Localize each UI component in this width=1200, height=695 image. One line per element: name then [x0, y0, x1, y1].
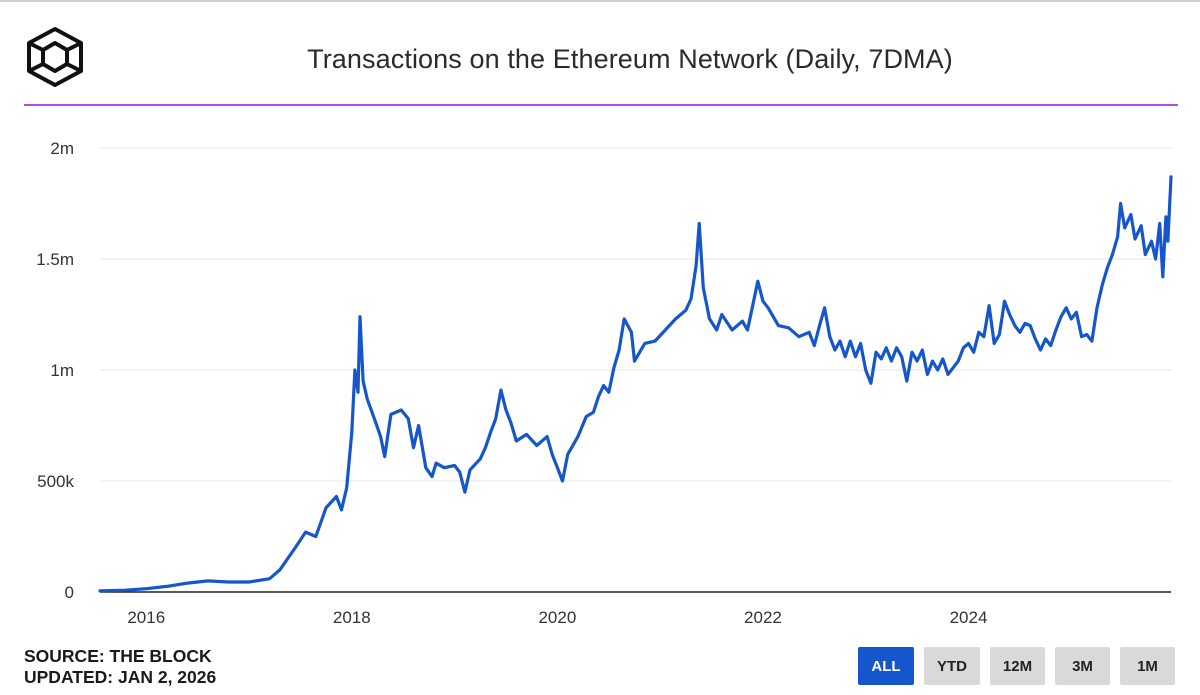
x-tick-label: 2020: [538, 608, 576, 627]
x-tick-label: 2022: [744, 608, 782, 627]
line-chart: 0 500k 1m 1.5m 2m 2016 2018 2020 2022 2024: [36, 139, 1173, 627]
x-tick-label: 2018: [333, 608, 371, 627]
chart-footer: SOURCE: THE BLOCK UPDATED: JAN 2, 2026: [24, 646, 216, 688]
range-selector: ALL YTD 12M 3M 1M: [858, 647, 1175, 685]
y-tick-label: 0: [65, 583, 74, 602]
y-tick-label: 500k: [37, 472, 74, 491]
y-tick-label: 1m: [50, 361, 74, 380]
updated-label: UPDATED: JAN 2, 2026: [24, 667, 217, 687]
the-block-cube-logo: [27, 27, 83, 87]
x-tick-label: 2016: [127, 608, 165, 627]
chart-title: Transactions on the Ethereum Network (Da…: [307, 44, 953, 74]
range-12m-button[interactable]: 12M: [990, 647, 1045, 685]
y-tick-label: 1.5m: [36, 250, 74, 269]
range-ytd-button[interactable]: YTD: [924, 647, 980, 685]
range-all-button[interactable]: ALL: [858, 647, 914, 685]
series-line: [98, 175, 1173, 593]
x-tick-label: 2024: [950, 608, 988, 627]
title-underline: [24, 104, 1178, 106]
range-3m-button[interactable]: 3M: [1055, 647, 1110, 685]
y-tick-label: 2m: [50, 139, 74, 158]
source-label: SOURCE: THE BLOCK: [24, 646, 212, 666]
range-1m-button[interactable]: 1M: [1120, 647, 1175, 685]
top-border: [0, 0, 1200, 2]
